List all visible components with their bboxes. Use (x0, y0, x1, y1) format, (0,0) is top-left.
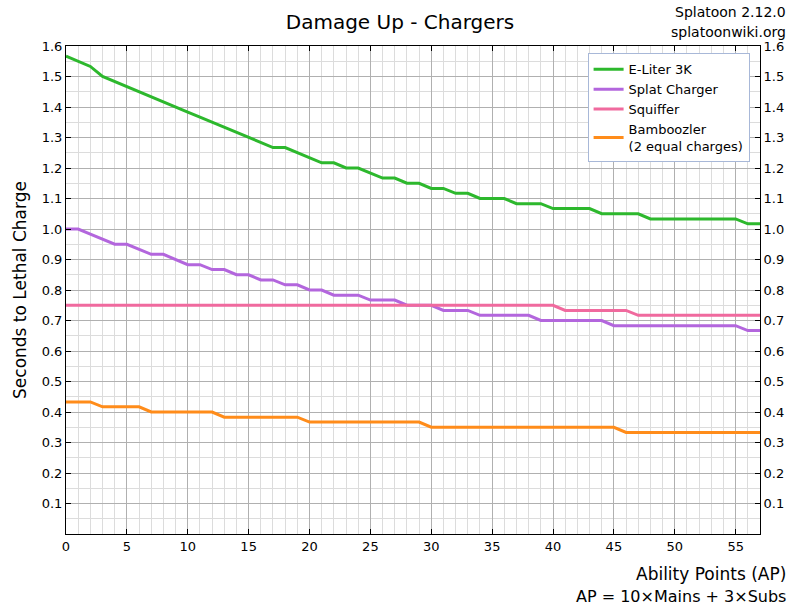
svg-text:0.6: 0.6 (42, 344, 63, 359)
svg-text:1.5: 1.5 (764, 69, 785, 84)
svg-text:Squiffer: Squiffer (629, 102, 680, 117)
svg-text:1.1: 1.1 (764, 191, 785, 206)
svg-text:0: 0 (62, 539, 70, 554)
svg-text:15: 15 (240, 539, 257, 554)
svg-text:20: 20 (301, 539, 318, 554)
svg-text:1.2: 1.2 (42, 161, 63, 176)
svg-text:0.2: 0.2 (764, 466, 785, 481)
svg-text:1.0: 1.0 (42, 222, 63, 237)
svg-text:0.4: 0.4 (42, 405, 63, 420)
svg-text:30: 30 (423, 539, 440, 554)
svg-text:0.3: 0.3 (764, 435, 785, 450)
svg-text:25: 25 (362, 539, 379, 554)
svg-text:Splatoon 2.12.0: Splatoon 2.12.0 (675, 4, 786, 20)
svg-text:0.3: 0.3 (42, 435, 63, 450)
svg-text:0.7: 0.7 (42, 313, 63, 328)
svg-text:45: 45 (606, 539, 623, 554)
svg-text:0.6: 0.6 (764, 344, 785, 359)
svg-text:40: 40 (545, 539, 562, 554)
svg-text:E-Liter 3K: E-Liter 3K (629, 62, 693, 77)
svg-text:Damage Up - Chargers: Damage Up - Chargers (286, 10, 514, 34)
svg-text:Seconds to Lethal Charge: Seconds to Lethal Charge (10, 181, 30, 399)
svg-text:0.5: 0.5 (764, 374, 785, 389)
svg-text:0.8: 0.8 (42, 283, 63, 298)
svg-text:1.6: 1.6 (42, 39, 63, 54)
svg-text:splatoonwiki.org: splatoonwiki.org (671, 24, 786, 40)
svg-text:1.3: 1.3 (42, 130, 63, 145)
svg-text:10: 10 (179, 539, 196, 554)
svg-text:0.9: 0.9 (42, 252, 63, 267)
svg-text:0.5: 0.5 (42, 374, 63, 389)
svg-text:1.4: 1.4 (42, 100, 63, 115)
svg-text:1.6: 1.6 (764, 39, 785, 54)
svg-text:AP = 10×Mains + 3×Subs: AP = 10×Mains + 3×Subs (576, 587, 786, 606)
svg-text:0.7: 0.7 (764, 313, 785, 328)
svg-text:0.2: 0.2 (42, 466, 63, 481)
svg-text:1.2: 1.2 (764, 161, 785, 176)
svg-text:50: 50 (666, 539, 683, 554)
svg-text:35: 35 (484, 539, 501, 554)
svg-text:1.5: 1.5 (42, 69, 63, 84)
svg-text:1.1: 1.1 (42, 191, 63, 206)
svg-text:1.0: 1.0 (764, 222, 785, 237)
svg-text:5: 5 (123, 539, 131, 554)
svg-text:0.1: 0.1 (42, 496, 63, 511)
svg-text:1.3: 1.3 (764, 130, 785, 145)
svg-text:0.1: 0.1 (764, 496, 785, 511)
svg-text:0.8: 0.8 (764, 283, 785, 298)
svg-text:1.4: 1.4 (764, 100, 785, 115)
svg-text:Ability Points (AP): Ability Points (AP) (636, 564, 786, 584)
svg-text:0.9: 0.9 (764, 252, 785, 267)
svg-text:Splat Charger: Splat Charger (629, 82, 719, 97)
svg-text:0.4: 0.4 (764, 405, 785, 420)
svg-text:Bamboozler(2 equal charges): Bamboozler(2 equal charges) (629, 122, 743, 154)
svg-text:55: 55 (727, 539, 744, 554)
